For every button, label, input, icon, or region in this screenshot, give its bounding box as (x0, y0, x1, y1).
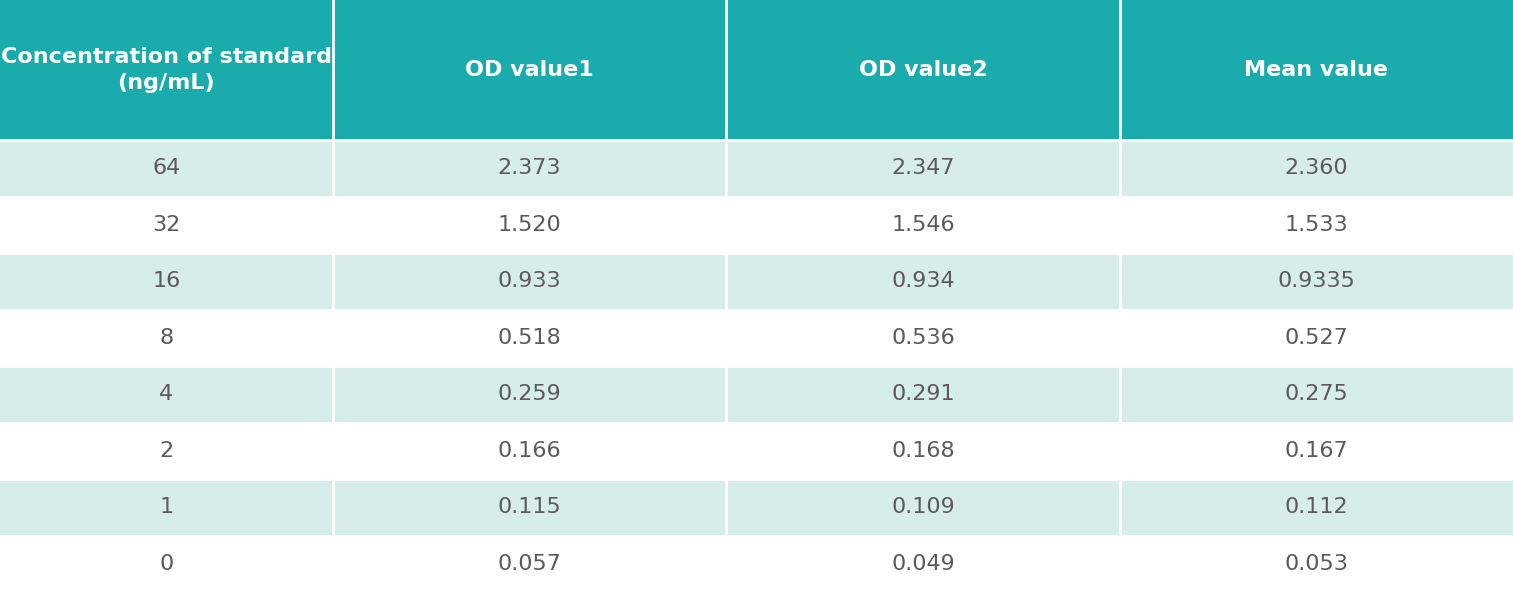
Text: 1.520: 1.520 (498, 215, 561, 235)
Bar (1120, 423, 1513, 479)
Text: 0.167: 0.167 (1285, 441, 1348, 461)
Bar (1120, 536, 1513, 592)
Bar (726, 366, 1120, 423)
Bar (726, 0, 1120, 140)
Bar (1120, 366, 1513, 423)
Text: 0.168: 0.168 (891, 441, 955, 461)
Text: 0.115: 0.115 (498, 497, 561, 517)
Bar (333, 536, 726, 592)
Text: 0.166: 0.166 (498, 441, 561, 461)
Text: 1: 1 (159, 497, 174, 517)
Text: 2: 2 (159, 441, 174, 461)
Text: 1.533: 1.533 (1285, 215, 1348, 235)
Bar (333, 310, 726, 366)
Bar (726, 479, 1120, 536)
Text: 0.9335: 0.9335 (1277, 271, 1356, 291)
Text: 0.049: 0.049 (891, 554, 955, 574)
Text: 2.347: 2.347 (891, 158, 955, 178)
Bar (0, 140, 333, 197)
Bar (1120, 197, 1513, 253)
Bar (0, 479, 333, 536)
Bar (333, 0, 726, 140)
Bar (0, 366, 333, 423)
Text: 0.057: 0.057 (498, 554, 561, 574)
Text: Concentration of standard
(ng/mL): Concentration of standard (ng/mL) (2, 47, 331, 93)
Bar (0, 197, 333, 253)
Bar (333, 479, 726, 536)
Text: OD value2: OD value2 (858, 60, 988, 80)
Bar (0, 423, 333, 479)
Text: 0: 0 (159, 554, 174, 574)
Text: 0.518: 0.518 (498, 328, 561, 348)
Text: 0.291: 0.291 (891, 384, 955, 404)
Text: 8: 8 (159, 328, 174, 348)
Text: 0.112: 0.112 (1285, 497, 1348, 517)
Text: 0.053: 0.053 (1285, 554, 1348, 574)
Text: Mean value: Mean value (1244, 60, 1389, 80)
Bar (333, 253, 726, 310)
Bar (726, 310, 1120, 366)
Text: 2.373: 2.373 (498, 158, 561, 178)
Bar (726, 423, 1120, 479)
Text: 0.259: 0.259 (498, 384, 561, 404)
Text: 0.527: 0.527 (1285, 328, 1348, 348)
Text: 16: 16 (153, 271, 180, 291)
Text: 0.275: 0.275 (1285, 384, 1348, 404)
Bar (1120, 253, 1513, 310)
Text: 64: 64 (153, 158, 180, 178)
Bar (726, 536, 1120, 592)
Bar (726, 253, 1120, 310)
Bar (333, 423, 726, 479)
Text: 32: 32 (153, 215, 180, 235)
Bar (726, 140, 1120, 197)
Text: 0.933: 0.933 (498, 271, 561, 291)
Bar (726, 197, 1120, 253)
Bar (333, 366, 726, 423)
Bar (1120, 310, 1513, 366)
Text: 0.536: 0.536 (891, 328, 955, 348)
Text: OD value1: OD value1 (464, 60, 595, 80)
Bar (0, 536, 333, 592)
Bar (0, 253, 333, 310)
Bar (1120, 479, 1513, 536)
Bar (333, 197, 726, 253)
Text: 4: 4 (159, 384, 174, 404)
Text: 0.934: 0.934 (891, 271, 955, 291)
Bar (333, 140, 726, 197)
Text: 2.360: 2.360 (1285, 158, 1348, 178)
Bar (1120, 140, 1513, 197)
Bar (0, 310, 333, 366)
Bar (0, 0, 333, 140)
Bar (1120, 0, 1513, 140)
Text: 1.546: 1.546 (891, 215, 955, 235)
Text: 0.109: 0.109 (891, 497, 955, 517)
